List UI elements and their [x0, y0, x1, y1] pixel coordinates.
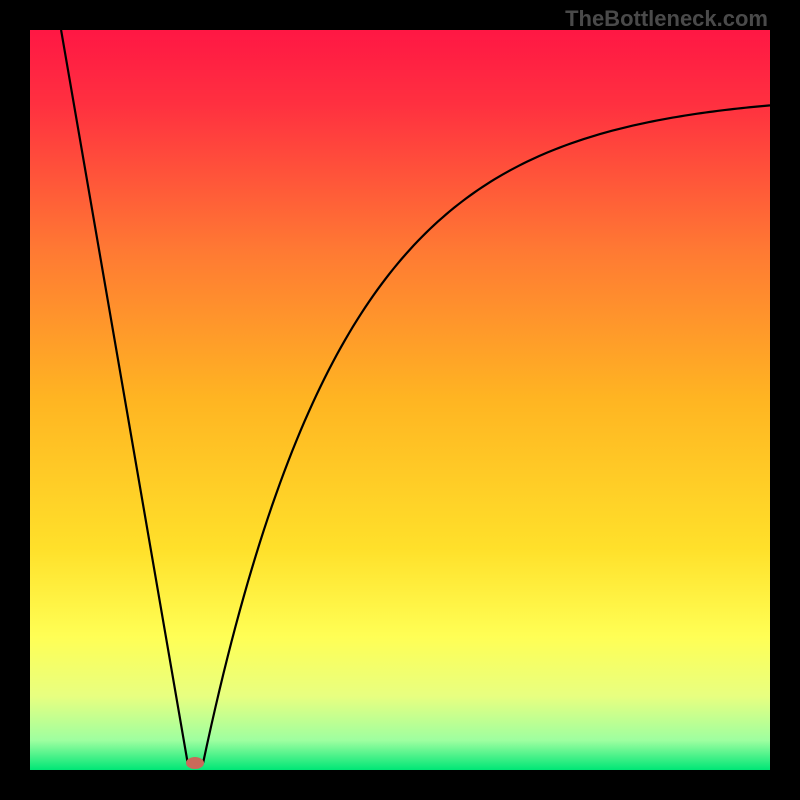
bottleneck-curve — [30, 30, 770, 770]
plot-area — [30, 30, 770, 770]
watermark-text: TheBottleneck.com — [565, 6, 768, 32]
bottleneck-curve-path — [61, 30, 770, 763]
optimal-point-marker — [186, 757, 204, 769]
chart-root: TheBottleneck.com — [0, 0, 800, 800]
